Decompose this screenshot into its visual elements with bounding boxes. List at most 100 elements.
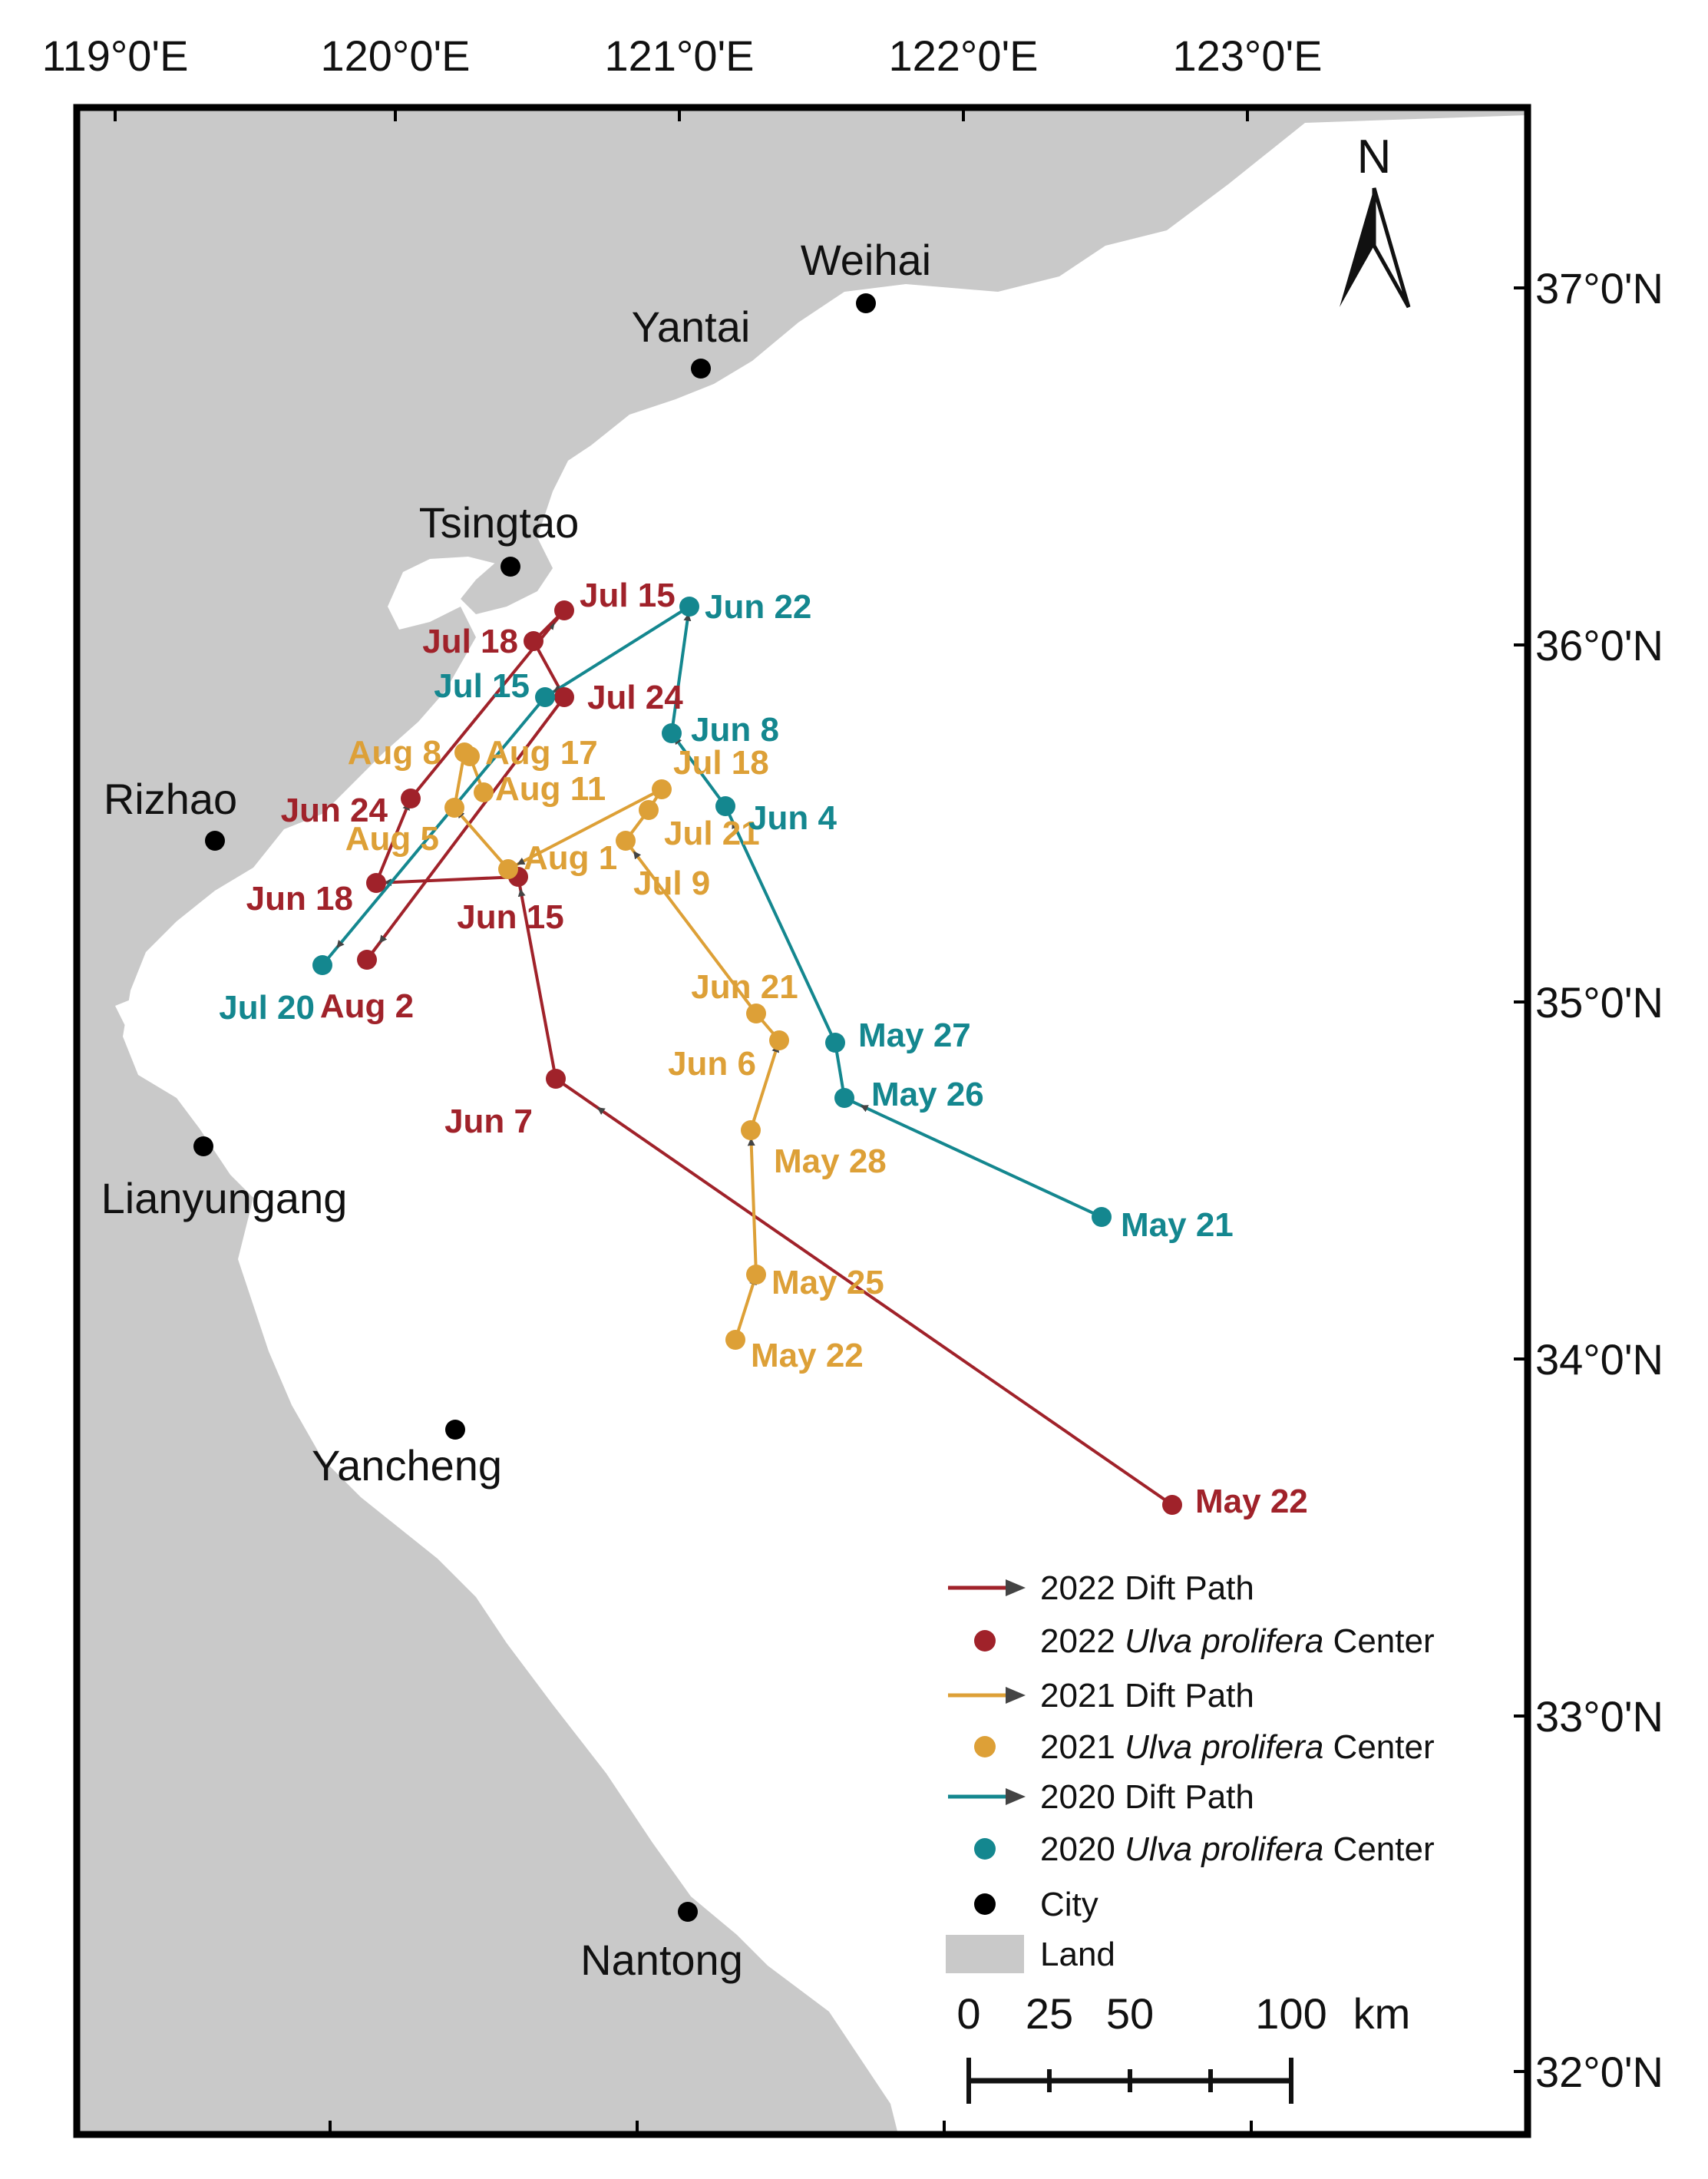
longitude-tick-label: 122°0'E — [888, 31, 1038, 80]
scale-bar-label: 25 — [1026, 1989, 1073, 2038]
city-label: Rizhao — [104, 775, 237, 823]
center-date-label: Jun 7 — [444, 1103, 533, 1140]
ulva-center-y2020 — [535, 687, 555, 707]
legend-label: Land — [1040, 1936, 1115, 1973]
ulva-center-y2021 — [741, 1120, 761, 1140]
legend-label: City — [1040, 1886, 1098, 1923]
city-marker — [678, 1902, 698, 1922]
city-marker — [501, 557, 520, 577]
legend-label: 2020 Ulva prolifera Center — [1040, 1830, 1435, 1868]
north-label: N — [1357, 131, 1392, 184]
center-date-label: May 22 — [1195, 1483, 1308, 1520]
city-label: Yantai — [632, 303, 751, 351]
drift-path-segment-y2020 — [670, 606, 691, 734]
ulva-center-y2021 — [746, 1004, 766, 1023]
center-date-label: Jul 15 — [434, 667, 530, 705]
drift-path-segment-y2020 — [844, 1096, 1102, 1218]
drift-path-segment-y2020 — [543, 605, 691, 699]
ulva-center-y2020 — [1092, 1207, 1112, 1227]
ulva-center-y2020 — [679, 597, 699, 617]
ulva-center-y2021 — [652, 779, 672, 799]
city-label: Yancheng — [312, 1441, 502, 1490]
drift-path-segment-y2021 — [749, 1040, 781, 1131]
ulva-center-y2022 — [401, 789, 421, 808]
center-date-label: Jul 21 — [664, 815, 760, 852]
ulva-center-y2021 — [616, 831, 636, 851]
center-date-label: Jun 6 — [668, 1045, 756, 1083]
center-date-label: Jul 15 — [580, 577, 676, 614]
north-arrow-left-half — [1340, 188, 1374, 307]
center-date-label: Jul 24 — [587, 679, 683, 716]
center-date-label: May 28 — [774, 1142, 887, 1180]
north-arrow: N — [1340, 131, 1411, 309]
center-date-label: Jun 4 — [748, 799, 837, 837]
longitude-tick-label: 121°0'E — [604, 31, 754, 80]
legend-dot-swatch — [974, 1893, 996, 1915]
drift-path-segment-y2020 — [321, 696, 547, 967]
drift-path-segment-y2021 — [734, 1274, 758, 1341]
center-date-label: Jun 22 — [705, 588, 811, 626]
center-date-label: Jun 18 — [246, 880, 353, 918]
drift-path-segment-y2022 — [517, 876, 557, 1080]
center-date-label: May 21 — [1121, 1206, 1234, 1244]
drift-path-segment-y2021 — [507, 788, 662, 871]
center-date-label: May 26 — [871, 1076, 984, 1113]
longitude-tick-label: 120°0'E — [320, 31, 470, 80]
center-date-label: Aug 1 — [524, 839, 617, 877]
ulva-center-y2021 — [746, 1265, 766, 1285]
legend-land-swatch — [946, 1935, 1024, 1973]
center-date-label: Aug 11 — [495, 770, 606, 808]
ulva-center-y2022 — [1162, 1495, 1182, 1515]
legend-label: 2022 Dift Path — [1040, 1569, 1254, 1607]
legend-label: 2021 Dift Path — [1040, 1677, 1254, 1714]
north-arrow-right-half — [1372, 187, 1411, 309]
ulva-center-y2022 — [546, 1069, 566, 1089]
ulva-center-y2022 — [357, 950, 377, 970]
drift-path-segment-y2020 — [724, 805, 837, 1043]
coast-detail — [115, 584, 461, 1029]
latitude-tick-label: 35°0'N — [1535, 978, 1663, 1027]
center-date-label: Jun 24 — [281, 792, 388, 829]
legend-label: 2021 Ulva prolifera Center — [1040, 1728, 1435, 1766]
longitude-axis: 119°0'E 120°0'E 121°0'E 122°0'E 123°0'E — [42, 31, 1323, 2134]
ulva-center-y2022 — [554, 687, 574, 707]
center-date-label: Jun 8 — [691, 711, 779, 749]
ulva-center-y2020 — [662, 723, 682, 743]
ulva-center-y2020 — [715, 796, 735, 816]
ulva-center-y2021 — [639, 800, 659, 820]
ulva-center-y2022 — [554, 600, 574, 620]
scale-bar: 0 25 50 100 km — [956, 1989, 1410, 2104]
legend-dot-swatch — [974, 1838, 996, 1860]
center-date-label: Jun 15 — [457, 898, 563, 936]
longitude-tick-label: 123°0'E — [1172, 31, 1322, 80]
drift-centers: May 22 Jun 7 Jun 15 Jun 18 Jun 24 Jul 15 Jul 1… — [219, 577, 1308, 1520]
scale-bar-label: 50 — [1106, 1989, 1154, 2038]
cities: Weihai Yantai Tsingtao Rizhao Lianyungang Yan… — [101, 236, 931, 1984]
city-marker — [856, 293, 876, 313]
center-date-label: Aug 5 — [345, 820, 439, 858]
ulva-center-y2021 — [725, 1330, 745, 1350]
drift-path-segment-y2022 — [554, 1077, 1174, 1506]
latitude-axis: 37°0'N 36°0'N 35°0'N 34°0'N 33°0'N 32°0'N — [1514, 264, 1663, 2096]
city-label: Lianyungang — [101, 1174, 348, 1222]
scale-bar-label: 0 — [956, 1989, 980, 2038]
land-island-east — [844, 115, 898, 138]
drift-path-segment-y2022 — [365, 696, 566, 961]
longitude-tick-label: 119°0'E — [42, 31, 189, 80]
ulva-center-y2021 — [460, 746, 480, 766]
center-date-label: Jul 18 — [422, 623, 518, 660]
drift-paths — [321, 605, 1174, 1506]
scale-bar-unit: km — [1353, 1989, 1411, 2038]
ulva-center-y2021 — [498, 859, 518, 879]
latitude-tick-label: 36°0'N — [1535, 621, 1663, 670]
drift-path-segment-y2022 — [375, 875, 519, 884]
center-date-label: Jul 18 — [673, 744, 769, 782]
ulva-center-y2022 — [366, 873, 386, 893]
center-date-label: May 25 — [771, 1264, 884, 1301]
drift-path-segment-y2021 — [749, 1129, 758, 1275]
center-date-label: Jul 9 — [633, 865, 710, 902]
map-frame — [73, 104, 1531, 2138]
center-date-label: Jun 21 — [691, 968, 798, 1006]
city-label: Nantong — [580, 1936, 743, 1984]
